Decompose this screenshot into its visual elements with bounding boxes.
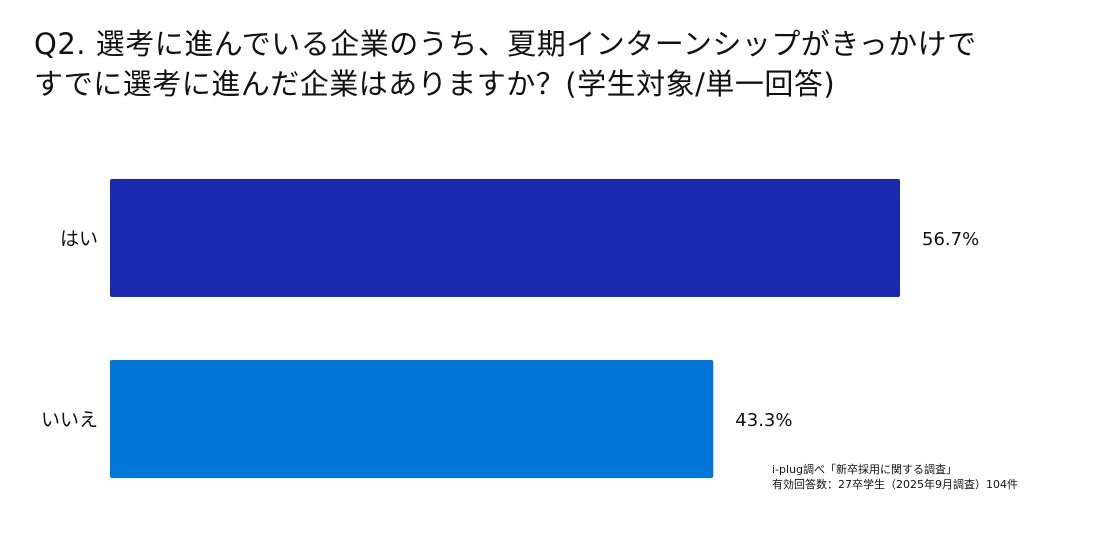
source-line-2: 有効回答数：27卒学生（2025年9月調査）104件 xyxy=(772,478,1018,491)
title-line-1: Q2. 選考に進んでいる企業のうち、夏期インターンシップがきっかけで xyxy=(34,27,977,61)
source-line-1: i-plug調べ「新卒採用に関する調査」 xyxy=(772,463,958,476)
bar-no xyxy=(110,360,714,478)
value-label: 56.7% xyxy=(922,229,979,250)
title-line-2: すでに選考に進んだ企業はありますか？(学生対象/単一回答) xyxy=(34,67,836,101)
bar-yes xyxy=(110,179,900,297)
chart-title: Q2. 選考に進んでいる企業のうち、夏期インターンシップがきっかけで すでに選考… xyxy=(34,24,1074,104)
category-label: いいえ xyxy=(41,409,98,431)
source-note: i-plug調べ「新卒採用に関する調査」 有効回答数：27卒学生（2025年9月… xyxy=(772,462,1018,492)
value-label: 43.3% xyxy=(735,410,792,431)
category-label: はい xyxy=(60,228,98,250)
